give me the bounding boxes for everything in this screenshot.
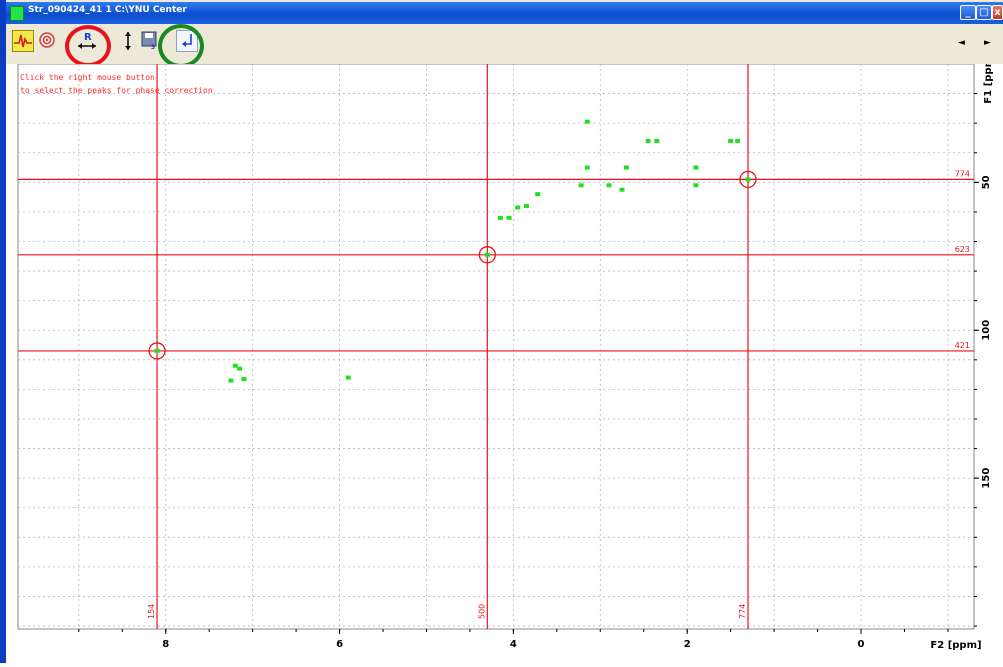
peak-marker — [745, 177, 751, 182]
peak-marker — [578, 183, 584, 188]
peak-marker — [228, 378, 234, 383]
peak-marker — [497, 215, 503, 220]
cursor-horizontal-label: 623 — [955, 245, 970, 254]
peak-marker — [345, 375, 351, 380]
toolbar: R 3 ◄ ► — [6, 24, 1003, 65]
peak-marker — [735, 138, 741, 143]
cursor-horizontal-label: 774 — [955, 169, 970, 178]
selected-peak-circle — [148, 342, 166, 360]
maximize-button[interactable]: □ — [976, 5, 992, 20]
y-tick-label: 50 — [981, 175, 992, 189]
close-button[interactable]: x — [992, 5, 1003, 20]
x-tick-label: 8 — [162, 639, 169, 650]
peak-marker — [606, 183, 612, 188]
red-highlight-circle — [65, 25, 111, 67]
y-tick-label: 100 — [981, 320, 992, 341]
peak-marker — [535, 192, 541, 197]
x-tick-label: 6 — [336, 639, 343, 650]
peak-marker — [515, 205, 521, 210]
x-tick-label: 4 — [510, 639, 517, 650]
save-icon: 3 — [141, 31, 157, 50]
app-icon — [10, 6, 24, 21]
plot-frame — [17, 63, 975, 630]
save-button[interactable]: 3 — [140, 30, 162, 52]
selected-peak-circle — [739, 170, 757, 189]
nav-next-button[interactable]: ► — [984, 38, 991, 48]
hint-line-2: to select the peaks for phase correction — [20, 86, 213, 95]
svg-text:3: 3 — [151, 44, 155, 50]
hint-line-1: Click the right mouse button — [20, 73, 155, 82]
cursor-vertical-label: 774 — [738, 604, 747, 619]
window-title: Str_090424_41 1 C:\YNU Center — [28, 5, 187, 15]
cursor-vertical-label: 500 — [477, 604, 486, 619]
cursor-horizontal-label: 421 — [955, 341, 970, 350]
spectrum-plot-area[interactable]: 8 6 4 2 0 F2 [ppm] 50 100 150 F1 [ppm] 154 500 774 77… — [6, 52, 1003, 663]
cursor-vertical-label: 154 — [147, 604, 156, 619]
peak-marker — [645, 138, 651, 143]
peak-marker — [232, 363, 238, 368]
y-tick-label: 150 — [981, 468, 992, 489]
window-left-border — [0, 0, 6, 663]
peak-marker — [506, 215, 512, 220]
peak-marker — [584, 119, 590, 124]
spectrum-plot[interactable]: 8 6 4 2 0 F2 [ppm] 50 100 150 F1 [ppm] 154 500 774 77… — [6, 52, 1003, 663]
phase-1d-button[interactable] — [12, 30, 34, 52]
spectrum-icon — [14, 34, 32, 48]
peak-marker — [619, 187, 625, 192]
selected-peak-circle — [478, 246, 496, 264]
y-axis-label: F1 [ppm] — [983, 64, 994, 104]
title-bar[interactable]: Str_090424_41 1 C:\YNU Center _ □ x — [6, 2, 1003, 24]
peak-marker — [154, 348, 160, 353]
peak-marker — [241, 377, 247, 382]
x-tick-label: 2 — [684, 639, 691, 650]
peak-marker — [584, 165, 590, 170]
target-icon — [39, 32, 55, 48]
peak-marker — [237, 366, 243, 371]
x-tick-label: 0 — [858, 639, 865, 650]
green-highlight-circle — [158, 24, 204, 68]
peak-marker — [654, 138, 660, 143]
peak-marker — [523, 203, 529, 208]
minimize-button[interactable]: _ — [960, 5, 976, 20]
target-button[interactable] — [36, 30, 58, 52]
peak-marker — [728, 138, 734, 143]
nav-prev-button[interactable]: ◄ — [958, 38, 965, 48]
x-axis-label: F2 [ppm] — [930, 640, 981, 651]
peak-marker — [693, 183, 699, 188]
peak-marker — [484, 252, 490, 257]
column-phase-button[interactable] — [118, 30, 140, 52]
peak-marker — [623, 165, 629, 170]
peak-marker — [693, 165, 699, 170]
column-vertical-icon — [125, 32, 131, 50]
